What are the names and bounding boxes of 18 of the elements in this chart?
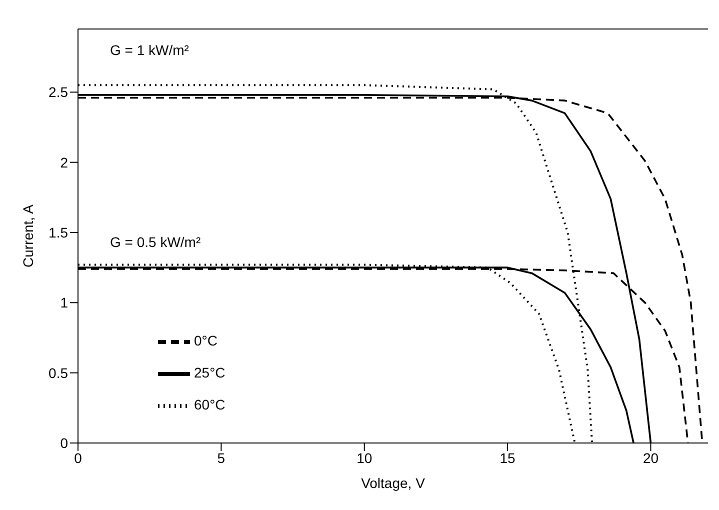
x-tick-label: 20 [642, 450, 659, 466]
x-tick-label: 5 [217, 450, 226, 466]
legend-label: 25°C [194, 364, 226, 381]
y-tick-label: 0 [60, 434, 68, 451]
annotation: G = 1 kW/m² [108, 42, 191, 58]
legend-label: 60°C [194, 396, 226, 413]
y-tick-label: 0.5 [48, 364, 68, 381]
y-tick-label: 1 [60, 294, 68, 311]
y-axis-title: Current, A [20, 204, 36, 268]
y-tick-label: 2 [60, 154, 68, 170]
x-tick-label: 15 [500, 450, 516, 466]
x-tick-label: 0 [74, 450, 82, 466]
x-tick-label: 10 [356, 450, 372, 466]
y-tick-label: 2.5 [48, 84, 68, 100]
y-tick-label: 1.5 [48, 224, 68, 240]
x-axis-title: Voltage, V [361, 475, 426, 491]
legend-label: 0°C [194, 332, 218, 349]
annotation: G = 0.5 kW/m² [108, 234, 203, 250]
